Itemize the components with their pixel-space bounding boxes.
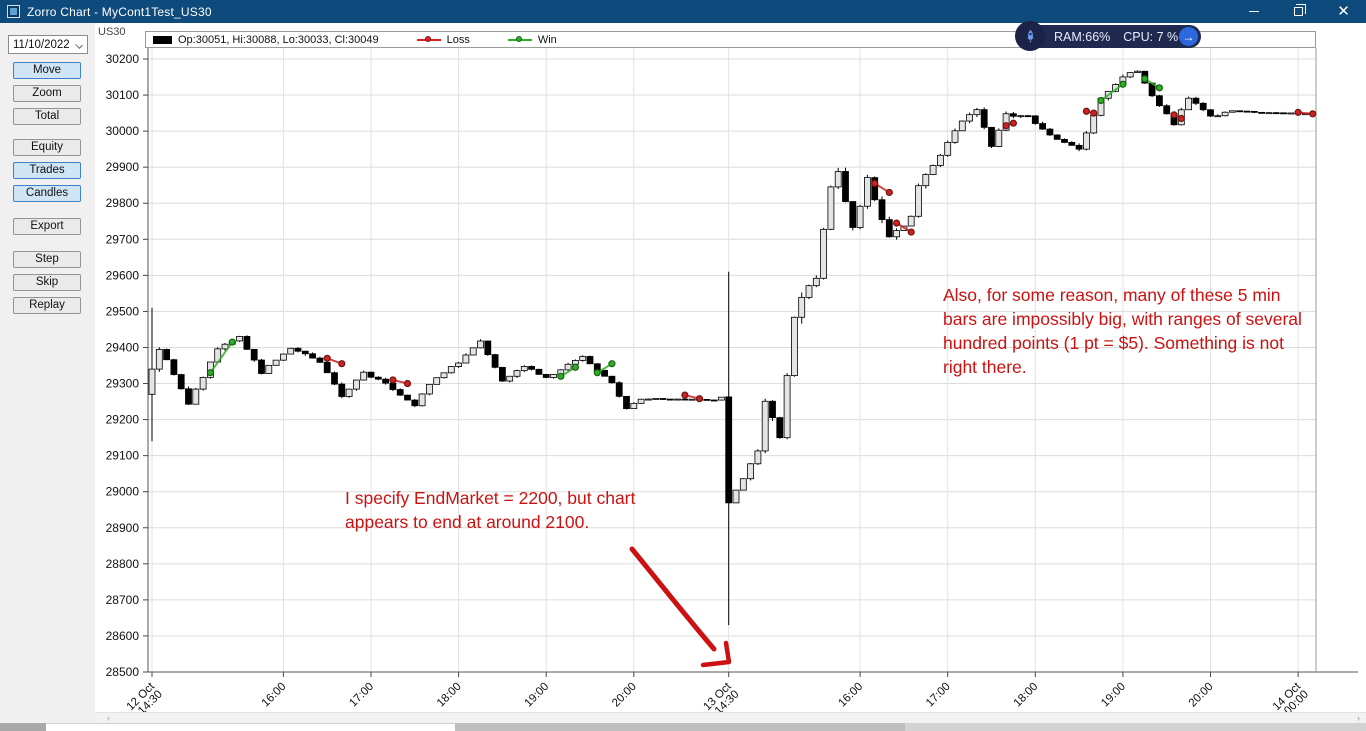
svg-text:17:00: 17:00 <box>347 681 376 710</box>
export-button[interactable]: Export <box>13 218 81 235</box>
svg-text:14 Oct00:00: 14 Oct00:00 <box>1271 680 1312 712</box>
svg-text:29500: 29500 <box>106 304 140 318</box>
sidebar: 11/10/2022 Move Zoom Total Equity Trades… <box>0 23 95 712</box>
scroll-right-icon[interactable]: › <box>1357 713 1360 723</box>
title-bar: Zorro Chart - MyCont1Test_US30 ✕ <box>0 0 1366 23</box>
window-title: Zorro Chart - MyCont1Test_US30 <box>27 4 212 19</box>
scroll-left-icon[interactable]: ‹ <box>107 713 110 723</box>
move-button[interactable]: Move <box>13 62 81 79</box>
background-window-sliver <box>46 723 455 731</box>
svg-text:18:00: 18:00 <box>435 681 464 710</box>
svg-text:16:00: 16:00 <box>836 681 865 710</box>
svg-text:30000: 30000 <box>106 124 140 138</box>
background-window-sliver <box>0 723 46 731</box>
win-legend-label: Win <box>537 33 557 46</box>
svg-text:29400: 29400 <box>106 340 140 354</box>
rocket-icon[interactable] <box>1015 21 1045 51</box>
svg-text:30200: 30200 <box>106 52 140 66</box>
date-selector[interactable]: 11/10/2022 <box>8 35 88 54</box>
overlay-expand-button[interactable]: → <box>1179 27 1198 46</box>
svg-text:29900: 29900 <box>106 160 140 174</box>
svg-text:28800: 28800 <box>106 557 140 571</box>
svg-text:20:00: 20:00 <box>1187 681 1216 710</box>
minimize-button[interactable] <box>1231 0 1276 23</box>
candles-button[interactable]: Candles <box>13 185 81 202</box>
svg-text:28700: 28700 <box>106 593 140 607</box>
arrow-right-icon: → <box>1182 29 1195 44</box>
trades-button[interactable]: Trades <box>13 162 81 179</box>
loss-marker-icon <box>416 35 441 42</box>
chart-area: US30 Op:30051, Hi:30088, Lo:30033, Cl:30… <box>95 23 1366 712</box>
svg-text:19:00: 19:00 <box>522 681 551 710</box>
price-chart[interactable]: 30200 30100 30000 29900 29800 29700 29600 29500… <box>95 48 1366 712</box>
svg-text:29600: 29600 <box>106 268 140 282</box>
minimize-icon <box>1248 11 1259 12</box>
svg-text:16:00: 16:00 <box>260 681 289 710</box>
annotation-endmarket: I specify EndMarket = 2200, but chart ap… <box>345 488 636 532</box>
symbol-label: US30 <box>98 26 126 38</box>
background-window-sliver <box>455 723 905 731</box>
axes <box>143 48 1358 677</box>
horizontal-scrollbar[interactable]: ‹ › <box>95 712 1366 723</box>
skip-button[interactable]: Skip <box>13 274 81 291</box>
step-button[interactable]: Step <box>13 251 81 268</box>
trade-markers <box>206 75 1317 403</box>
replay-button[interactable]: Replay <box>13 297 81 314</box>
restore-icon <box>1294 4 1306 16</box>
svg-text:29300: 29300 <box>106 377 140 391</box>
background-window-sliver <box>905 723 1366 731</box>
svg-text:29700: 29700 <box>106 232 140 246</box>
svg-text:17:00: 17:00 <box>924 681 953 710</box>
annotation-bar-ranges: Also, for some reason, many of these 5 m… <box>943 285 1302 377</box>
svg-text:29100: 29100 <box>106 449 140 463</box>
svg-text:28900: 28900 <box>106 521 140 535</box>
svg-text:28500: 28500 <box>106 665 140 679</box>
loss-legend-label: Loss <box>446 33 470 46</box>
svg-text:29200: 29200 <box>106 413 140 427</box>
svg-text:28600: 28600 <box>106 629 140 643</box>
svg-text:20:00: 20:00 <box>610 681 639 710</box>
svg-text:18:00: 18:00 <box>1012 681 1041 710</box>
svg-text:29000: 29000 <box>106 485 140 499</box>
svg-text:19:00: 19:00 <box>1099 681 1128 710</box>
total-button[interactable]: Total <box>13 108 81 125</box>
svg-text:29800: 29800 <box>106 196 140 210</box>
ohlc-swatch-icon <box>153 35 172 44</box>
date-value: 11/10/2022 <box>13 38 70 51</box>
restore-button[interactable] <box>1276 0 1321 23</box>
axis-labels: 30200 30100 30000 29900 29800 29700 29600 29500… <box>106 52 1312 712</box>
ram-usage: RAM:66% <box>1054 29 1111 44</box>
win-marker-icon <box>507 35 532 42</box>
equity-button[interactable]: Equity <box>13 139 81 156</box>
svg-text:12 Oct14:30: 12 Oct14:30 <box>125 680 166 712</box>
svg-text:13 Oct14:30: 13 Oct14:30 <box>701 680 742 712</box>
chevron-down-icon <box>75 41 83 49</box>
hand-drawn-arrow <box>629 546 732 668</box>
system-monitor-overlay[interactable]: RAM:66% CPU: 7 % → <box>1015 21 1201 51</box>
close-icon: ✕ <box>1337 3 1350 20</box>
app-icon <box>7 5 20 18</box>
cpu-usage: CPU: 7 % <box>1123 29 1179 44</box>
svg-text:30100: 30100 <box>106 88 140 102</box>
close-button[interactable]: ✕ <box>1321 0 1366 23</box>
zoom-button[interactable]: Zoom <box>13 85 81 102</box>
ohlc-legend-text: Op:30051, Hi:30088, Lo:30033, Cl:30049 <box>178 33 379 46</box>
